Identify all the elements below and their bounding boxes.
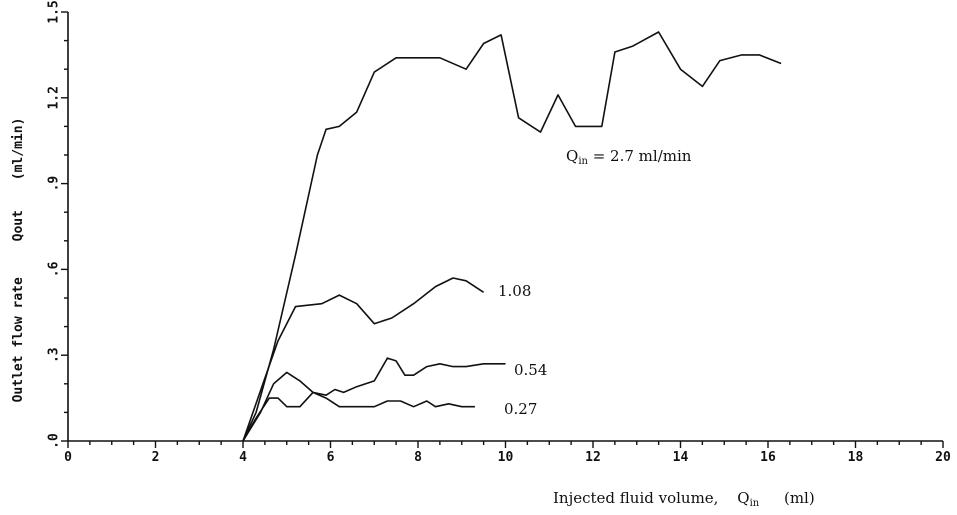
x-tick-label: 0 — [64, 450, 72, 465]
x-tick-label: 4 — [239, 450, 247, 465]
x-axis-label-text: Injected fluid volume, — [553, 489, 718, 507]
y-tick-label: 1.2 — [47, 86, 62, 109]
x-tick-label: 14 — [673, 450, 689, 465]
series-label-qin-2-7-ml-min: Qin = 2.7 ml/min — [566, 147, 692, 167]
x-tick-label: 12 — [585, 450, 601, 465]
x-tick-label: 6 — [327, 450, 335, 465]
axes: 0 2 4 6 8 10 12 14 16 18 20 .0 .3 .6 .9 1.2 1.5 — [47, 0, 951, 465]
series-label-value: = 2.7 ml/min — [588, 147, 692, 165]
x-tick-label: 8 — [414, 450, 422, 465]
y-tick-label: .6 — [47, 261, 62, 277]
y-tick-label: .0 — [47, 433, 62, 449]
y-axis-label: Outlet flow rate Qout (ml/min) — [11, 118, 26, 403]
series-line-0-54 — [242, 357, 506, 442]
y-axis-label-symbol: Qout — [11, 210, 26, 241]
y-tick-label: .3 — [47, 347, 62, 363]
x-tick-label: 20 — [935, 450, 951, 465]
x-axis-label-unit: (ml) — [784, 489, 815, 507]
x-axis-label-subscript: in — [750, 498, 760, 509]
x-tick-label: 16 — [760, 450, 776, 465]
y-axis-label-quantity: Outlet flow rate — [11, 277, 26, 402]
series-label-0-27: 0.27 — [504, 400, 537, 418]
x-axis-label: Injected fluid volume, Qin (ml) — [553, 489, 815, 510]
series-label-0-54: 0.54 — [514, 361, 547, 379]
series-label-1-08: 1.08 — [498, 282, 531, 300]
series-label-subscript: in — [578, 156, 588, 167]
x-axis-label-symbol: Q — [737, 489, 749, 507]
series-label-symbol: Q — [566, 147, 578, 165]
series-lines — [242, 31, 782, 442]
y-axis-label-unit: (ml/min) — [11, 118, 26, 181]
series-line-0-27 — [242, 391, 475, 442]
y-tick-label: .9 — [47, 176, 62, 192]
series-line-1-08 — [242, 277, 485, 442]
y-tick-label: 1.5 — [47, 0, 62, 23]
series-labels: Qin = 2.7 ml/min 1.08 0.54 0.27 — [498, 147, 692, 418]
x-tick-label: 10 — [498, 450, 514, 465]
series-line-qin-2-7-ml-min — [242, 31, 782, 442]
x-tick-label: 18 — [848, 450, 864, 465]
x-tick-label: 2 — [152, 450, 160, 465]
